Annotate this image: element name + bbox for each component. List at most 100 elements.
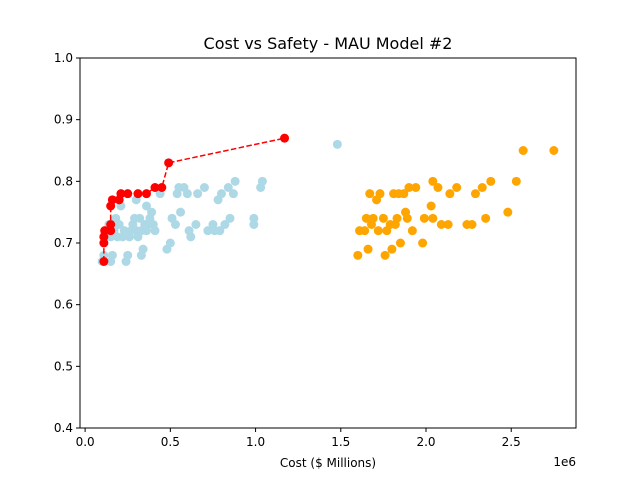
data-point-s0-63	[249, 220, 259, 229]
data-point-s1-18	[392, 213, 402, 223]
data-point-s0-11	[114, 220, 124, 229]
pareto-point-s2-10	[123, 189, 133, 199]
data-point-s1-42	[503, 207, 513, 217]
data-point-s0-47	[186, 232, 196, 242]
data-point-s0-40	[170, 220, 180, 229]
data-point-s1-26	[411, 183, 421, 192]
x-axis-ticks: 0.0 0.5 1.0 1.5 2.0 2.5	[76, 428, 521, 449]
x-tick-label-5: 2.5	[502, 435, 521, 449]
x-tick-label-4: 2.0	[416, 435, 435, 449]
data-point-s0-62	[249, 213, 259, 223]
pareto-point-s2-5	[106, 220, 116, 229]
data-point-s1-31	[433, 183, 443, 192]
x-tick-label-3: 1.5	[331, 435, 350, 449]
data-point-s1-39	[477, 183, 487, 192]
data-point-s1-28	[419, 213, 429, 223]
data-point-s1-21	[399, 189, 409, 199]
data-point-s0-65	[257, 176, 267, 186]
y-tick-label-4: 0.8	[54, 174, 73, 188]
x-tick-label-1: 0.5	[161, 435, 180, 449]
data-point-s1-46	[428, 213, 438, 223]
data-point-s1-12	[380, 250, 390, 260]
data-point-s0-49	[193, 189, 203, 199]
data-point-s1-25	[407, 226, 417, 236]
data-point-s0-30	[147, 207, 157, 217]
data-point-s0-35	[141, 201, 151, 211]
data-point-s0-51	[203, 226, 213, 236]
pareto-point-s2-13	[150, 183, 160, 192]
data-point-s1-40	[481, 213, 491, 223]
data-point-s0-48	[191, 220, 201, 229]
x-axis-label: Cost ($ Millions)	[280, 456, 376, 470]
data-point-s1-9	[373, 226, 383, 236]
data-point-s0-58	[223, 183, 233, 192]
data-point-s1-2	[360, 226, 370, 236]
y-tick-label-3: 0.7	[54, 236, 73, 250]
data-point-s1-44	[518, 146, 528, 155]
data-point-s1-29	[426, 201, 436, 211]
data-point-s1-3	[361, 213, 371, 223]
data-point-s0-60	[228, 189, 238, 199]
pareto-point-s2-0	[99, 257, 109, 266]
x-axis-offset-label: 1e6	[553, 455, 576, 469]
data-point-s1-34	[445, 189, 455, 199]
pareto-point-s2-15	[164, 158, 174, 168]
data-point-s0-45	[182, 189, 192, 199]
data-point-s0-57	[220, 220, 230, 229]
data-point-s1-0	[353, 250, 363, 260]
data-point-s0-66	[332, 139, 342, 149]
data-point-s0-14	[119, 226, 129, 236]
data-point-s0-43	[176, 207, 186, 217]
pareto-point-s2-11	[133, 189, 143, 199]
data-point-s1-23	[402, 213, 412, 223]
x-tick-label-2: 1.0	[246, 435, 265, 449]
pareto-point-s2-1	[99, 238, 109, 248]
data-point-s1-11	[378, 213, 388, 223]
chart-title: Cost vs Safety - MAU Model #2	[204, 34, 453, 53]
pareto-point-s2-16	[280, 133, 290, 143]
data-point-s1-43	[511, 176, 521, 186]
data-point-s0-50	[199, 183, 209, 192]
pareto-point-s2-7	[107, 195, 117, 205]
data-point-s1-37	[467, 220, 477, 229]
data-point-s0-61	[230, 176, 240, 186]
y-axis-ticks: 0.4 0.5 0.6 0.7 0.8 0.9 1.0	[54, 51, 80, 435]
data-point-s1-15	[387, 244, 397, 254]
data-point-s1-33	[443, 220, 453, 229]
y-tick-label-1: 0.5	[54, 359, 73, 373]
data-point-s1-20	[395, 238, 405, 248]
data-point-s1-41	[486, 176, 496, 186]
data-point-s1-5	[365, 189, 375, 199]
data-point-s1-30	[428, 176, 438, 186]
data-point-s1-32	[436, 220, 446, 229]
data-point-s0-7	[107, 250, 117, 260]
pareto-point-s2-4	[106, 226, 116, 236]
y-tick-label-2: 0.6	[54, 298, 73, 312]
data-point-s1-27	[418, 238, 428, 248]
data-point-s1-24	[404, 183, 414, 192]
x-tick-label-0: 0.0	[76, 435, 95, 449]
y-tick-label-6: 1.0	[54, 51, 73, 65]
data-marks	[97, 133, 559, 266]
data-point-s0-55	[215, 226, 225, 236]
data-point-s1-7	[368, 213, 378, 223]
data-point-s0-16	[123, 250, 133, 260]
data-point-s0-56	[216, 189, 226, 199]
data-point-s1-45	[549, 146, 559, 155]
data-point-s0-38	[165, 238, 175, 248]
data-point-s1-35	[452, 183, 462, 192]
pareto-point-s2-14	[157, 183, 167, 192]
data-point-s0-32	[150, 226, 160, 236]
data-point-s1-38	[470, 189, 480, 199]
y-tick-label-5: 0.9	[54, 113, 73, 127]
data-point-s0-34	[136, 250, 146, 260]
data-point-s0-1	[99, 250, 109, 260]
pareto-point-s2-12	[141, 189, 151, 199]
pareto-point-s2-9	[116, 189, 126, 199]
y-tick-label-0: 0.4	[54, 421, 73, 435]
data-point-s1-4	[363, 244, 373, 254]
data-point-s0-23	[135, 213, 145, 223]
data-point-s1-10	[375, 189, 385, 199]
